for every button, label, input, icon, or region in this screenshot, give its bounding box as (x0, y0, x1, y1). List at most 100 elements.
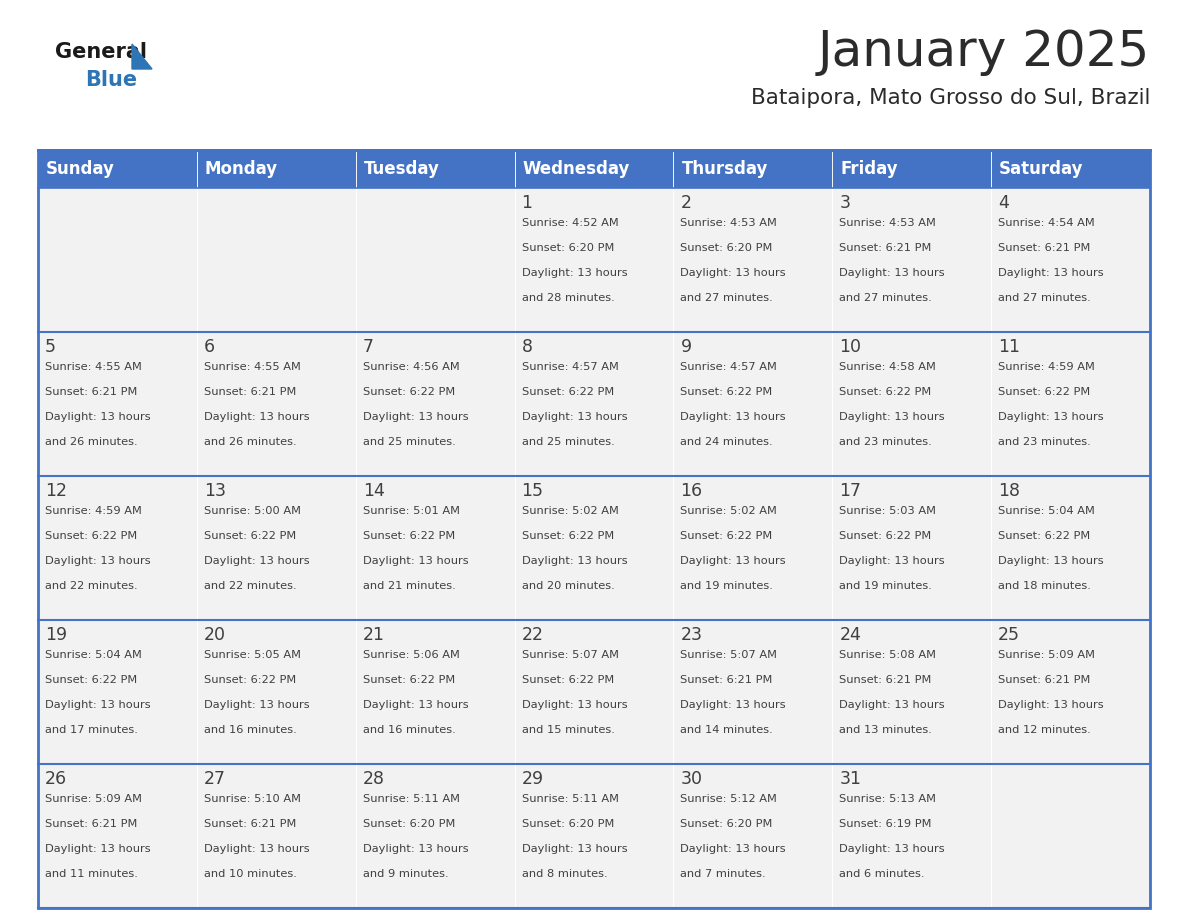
Text: and 24 minutes.: and 24 minutes. (681, 437, 773, 447)
Text: Wednesday: Wednesday (523, 160, 630, 178)
Text: Sunrise: 5:02 AM: Sunrise: 5:02 AM (681, 506, 777, 516)
Text: Sunrise: 5:10 AM: Sunrise: 5:10 AM (204, 794, 301, 804)
Bar (833, 332, 991, 476)
Bar (514, 476, 674, 620)
Bar (197, 620, 355, 764)
Bar (355, 150, 514, 188)
Text: and 13 minutes.: and 13 minutes. (839, 725, 933, 735)
Text: Daylight: 13 hours: Daylight: 13 hours (839, 700, 944, 711)
Text: Daylight: 13 hours: Daylight: 13 hours (681, 700, 786, 711)
Text: 11: 11 (998, 338, 1020, 356)
Text: Sunrise: 4:57 AM: Sunrise: 4:57 AM (681, 362, 777, 372)
Text: Sunset: 6:22 PM: Sunset: 6:22 PM (362, 387, 455, 397)
Text: and 25 minutes.: and 25 minutes. (362, 437, 455, 447)
Text: 15: 15 (522, 482, 544, 500)
Bar (674, 764, 833, 908)
Text: and 10 minutes.: and 10 minutes. (204, 869, 297, 879)
Text: Sunrise: 5:02 AM: Sunrise: 5:02 AM (522, 506, 619, 516)
Bar (674, 332, 833, 476)
Text: 21: 21 (362, 626, 385, 644)
Bar (991, 332, 1150, 476)
Text: Sunset: 6:21 PM: Sunset: 6:21 PM (681, 675, 773, 685)
Text: Sunrise: 5:07 AM: Sunrise: 5:07 AM (522, 650, 619, 660)
Text: and 26 minutes.: and 26 minutes. (204, 437, 297, 447)
Bar (833, 764, 991, 908)
Text: Sunrise: 5:08 AM: Sunrise: 5:08 AM (839, 650, 936, 660)
Text: 13: 13 (204, 482, 226, 500)
Text: 27: 27 (204, 770, 226, 788)
Bar (38, 188, 197, 332)
Text: and 23 minutes.: and 23 minutes. (839, 437, 933, 447)
Text: Sunset: 6:22 PM: Sunset: 6:22 PM (998, 387, 1091, 397)
Bar (355, 764, 514, 908)
Text: and 12 minutes.: and 12 minutes. (998, 725, 1091, 735)
Text: Monday: Monday (204, 160, 278, 178)
Text: Bataipora, Mato Grosso do Sul, Brazil: Bataipora, Mato Grosso do Sul, Brazil (751, 88, 1150, 108)
Bar (514, 620, 674, 764)
Bar (355, 188, 514, 332)
Bar (355, 620, 514, 764)
Text: 22: 22 (522, 626, 544, 644)
Text: Sunrise: 5:04 AM: Sunrise: 5:04 AM (998, 506, 1095, 516)
Text: Sunset: 6:22 PM: Sunset: 6:22 PM (204, 532, 296, 541)
Text: and 16 minutes.: and 16 minutes. (204, 725, 297, 735)
Text: Sunset: 6:22 PM: Sunset: 6:22 PM (681, 532, 772, 541)
Text: Sunset: 6:21 PM: Sunset: 6:21 PM (204, 819, 296, 829)
Text: Daylight: 13 hours: Daylight: 13 hours (681, 268, 786, 278)
Text: Daylight: 13 hours: Daylight: 13 hours (522, 412, 627, 422)
Text: Sunrise: 5:05 AM: Sunrise: 5:05 AM (204, 650, 301, 660)
Text: Sunset: 6:22 PM: Sunset: 6:22 PM (45, 532, 138, 541)
Text: Sunset: 6:20 PM: Sunset: 6:20 PM (681, 819, 773, 829)
Text: Sunrise: 5:04 AM: Sunrise: 5:04 AM (45, 650, 141, 660)
Bar (514, 764, 674, 908)
Text: and 19 minutes.: and 19 minutes. (839, 581, 933, 591)
Bar (197, 764, 355, 908)
Text: 20: 20 (204, 626, 226, 644)
Text: Sunrise: 5:07 AM: Sunrise: 5:07 AM (681, 650, 777, 660)
Text: General: General (55, 42, 147, 62)
Bar (991, 476, 1150, 620)
Text: 7: 7 (362, 338, 374, 356)
Text: and 6 minutes.: and 6 minutes. (839, 869, 924, 879)
Text: Sunset: 6:21 PM: Sunset: 6:21 PM (998, 243, 1091, 253)
Text: Sunrise: 5:09 AM: Sunrise: 5:09 AM (45, 794, 143, 804)
Text: Sunrise: 5:00 AM: Sunrise: 5:00 AM (204, 506, 301, 516)
Text: Sunrise: 4:56 AM: Sunrise: 4:56 AM (362, 362, 460, 372)
Bar (514, 188, 674, 332)
Bar (991, 188, 1150, 332)
Text: 3: 3 (839, 194, 851, 212)
Text: Sunset: 6:22 PM: Sunset: 6:22 PM (522, 387, 614, 397)
Bar (833, 150, 991, 188)
Bar (38, 150, 197, 188)
Text: 17: 17 (839, 482, 861, 500)
Text: Daylight: 13 hours: Daylight: 13 hours (204, 412, 310, 422)
Text: Sunday: Sunday (46, 160, 115, 178)
Text: and 17 minutes.: and 17 minutes. (45, 725, 138, 735)
Text: Daylight: 13 hours: Daylight: 13 hours (998, 556, 1104, 566)
Text: and 27 minutes.: and 27 minutes. (839, 294, 933, 303)
Text: Daylight: 13 hours: Daylight: 13 hours (204, 700, 310, 711)
Text: 26: 26 (45, 770, 68, 788)
Text: Daylight: 13 hours: Daylight: 13 hours (45, 556, 151, 566)
Bar (355, 332, 514, 476)
Text: Blue: Blue (86, 70, 137, 90)
Text: 9: 9 (681, 338, 691, 356)
Bar (38, 476, 197, 620)
Text: Sunrise: 4:52 AM: Sunrise: 4:52 AM (522, 218, 618, 228)
Text: and 8 minutes.: and 8 minutes. (522, 869, 607, 879)
Text: Daylight: 13 hours: Daylight: 13 hours (998, 700, 1104, 711)
Text: Sunrise: 4:54 AM: Sunrise: 4:54 AM (998, 218, 1095, 228)
Text: Saturday: Saturday (999, 160, 1083, 178)
Bar (38, 332, 197, 476)
Text: Sunset: 6:21 PM: Sunset: 6:21 PM (839, 675, 931, 685)
Text: Thursday: Thursday (682, 160, 767, 178)
Text: 5: 5 (45, 338, 56, 356)
Bar (197, 332, 355, 476)
Text: Sunset: 6:22 PM: Sunset: 6:22 PM (362, 532, 455, 541)
Text: 29: 29 (522, 770, 544, 788)
Text: and 22 minutes.: and 22 minutes. (45, 581, 138, 591)
Text: and 11 minutes.: and 11 minutes. (45, 869, 138, 879)
Bar (514, 150, 674, 188)
Text: 10: 10 (839, 338, 861, 356)
Text: Daylight: 13 hours: Daylight: 13 hours (362, 412, 468, 422)
